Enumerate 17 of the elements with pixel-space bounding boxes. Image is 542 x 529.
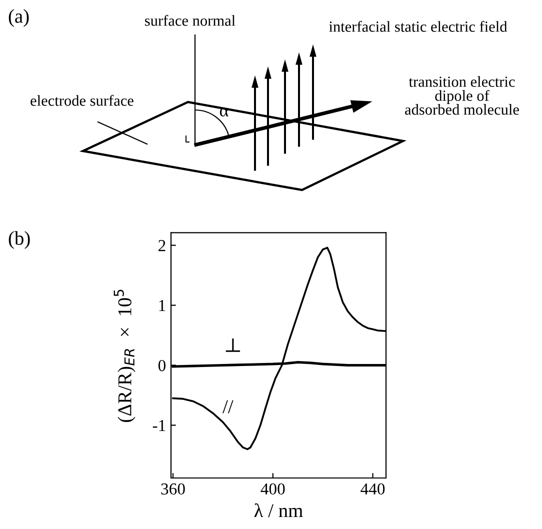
text: transition electric dipole of adsorbed molecule (405, 76, 519, 115)
y-axis-title: (ΔR/R)$_{ER}$ × 10$^{5}$ (114, 290, 136, 422)
series-label: // (222, 400, 234, 414)
x-axis-title: λ / nm (254, 503, 303, 518)
y-tick-label: 0 (158, 360, 166, 372)
x-tick-label: 440 (360, 483, 385, 495)
x-tick-label: 360 (161, 483, 185, 495)
y-tick-label: 2 (158, 240, 166, 252)
text: (a) (8, 9, 29, 27)
x-tick-label: 400 (260, 483, 285, 495)
y-tick-label: 1 (159, 300, 166, 312)
text: interfacial static electric field (329, 20, 508, 32)
series-label: ⊥ (226, 338, 240, 352)
text: electrode surface (30, 94, 134, 106)
text: surface normal (145, 14, 236, 26)
y-tick-label: -1 (152, 420, 166, 432)
text: (b) (8, 231, 30, 249)
